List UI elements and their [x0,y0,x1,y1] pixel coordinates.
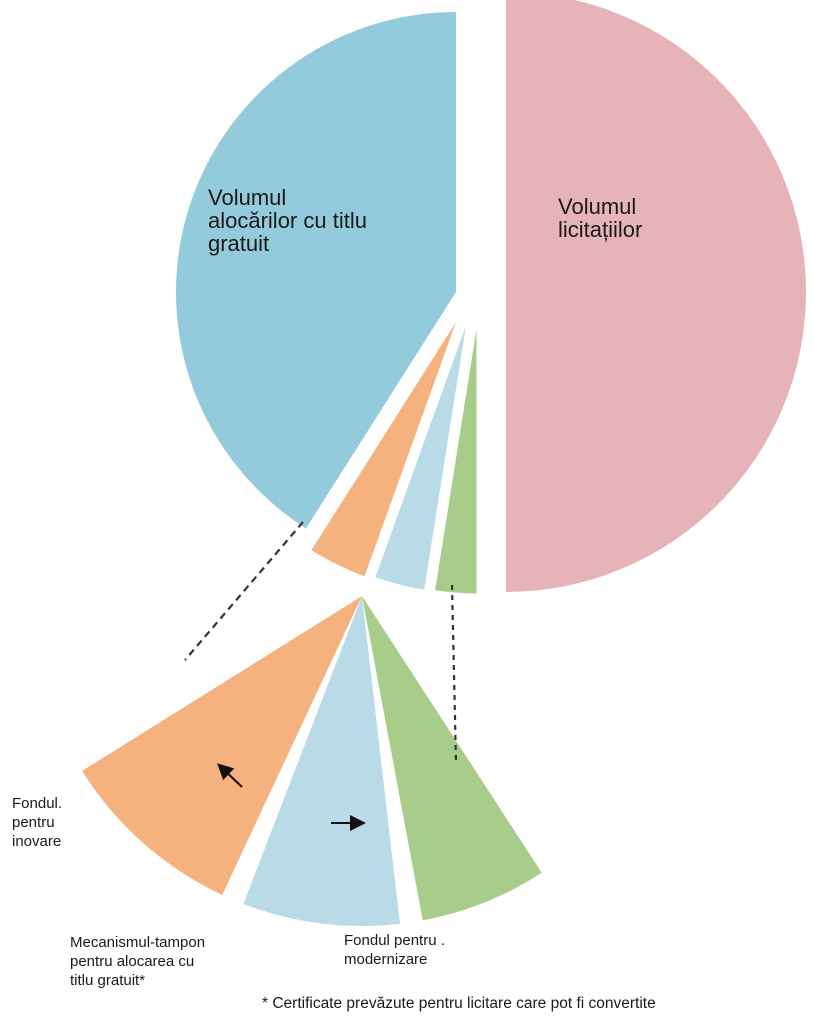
slice-label-licitatii: Volumul licitațiilor [558,194,643,243]
pie-slice-tampon [371,309,472,594]
slice-label-modernizare: Fondul pentru . modernizare [344,932,445,968]
pie-slice-modernizare [431,309,480,597]
slice-label-tampon: Mecanismul-tampon pentru alocarea cu tit… [70,934,206,989]
connector-line-left [184,521,304,661]
footnote: * Certificate prevăzute pentru licitare … [262,995,656,1012]
connector-lines [184,521,458,831]
pie-slice-inovare [307,309,464,581]
main-pie-group [176,0,806,597]
pie-slice-alocari [176,12,456,529]
detail-slice-modernizare [362,596,542,921]
arrow-to-inovare [217,763,243,788]
connector-line-right [450,584,458,763]
slice-label-alocari: Volumul alocărilor cu titlu gratuit [208,185,367,257]
pie-slice-licitatii [506,0,806,592]
detail-pie-group [82,596,542,927]
detail-slice-inovare [82,596,362,895]
detail-slice-tampon [243,596,400,927]
slice-label-inovare: Fondul. pentru inovare [12,795,63,850]
